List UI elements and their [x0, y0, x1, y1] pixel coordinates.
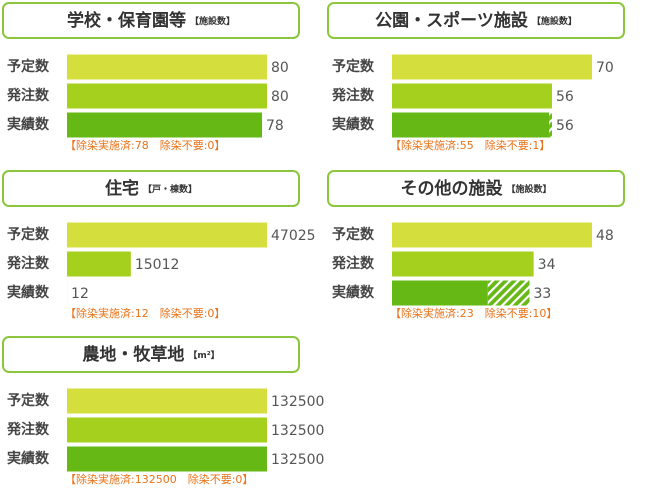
category-label: 発注数: [6, 421, 50, 438]
bar: [67, 83, 267, 109]
value-label: 80: [271, 89, 289, 105]
bar: [392, 83, 552, 109]
bar-segment: [392, 280, 488, 306]
unit-text: 【施設数】: [532, 15, 577, 27]
value-label: 56: [556, 89, 574, 105]
unit-text: 【施設数】: [190, 15, 235, 27]
title-box: [327, 2, 625, 39]
unit-text: 【戸・棟数】: [143, 183, 197, 195]
bar: [392, 54, 592, 80]
category-label: 実績数: [7, 450, 50, 467]
unit-text: 【m²】: [188, 350, 219, 361]
value-label: 80: [271, 60, 289, 76]
value-label: 12: [71, 286, 89, 302]
title-box: [2, 336, 300, 373]
bar: [392, 222, 592, 248]
title-box: [2, 170, 300, 207]
bar: [67, 222, 267, 248]
value-label: 56: [556, 118, 574, 134]
title-box: [2, 2, 300, 39]
bar: [67, 388, 267, 414]
value-label: 78: [266, 118, 284, 134]
bar: [67, 251, 131, 277]
value-label: 132500: [271, 452, 324, 468]
value-label: 132500: [271, 394, 324, 410]
category-label: 予定数: [7, 226, 50, 243]
title-text: 農地・牧草地: [82, 344, 184, 365]
bar-segment: [487, 280, 530, 306]
title-text: その他の施設: [400, 178, 503, 199]
category-label: 発注数: [6, 255, 50, 272]
category-label: 予定数: [7, 392, 50, 409]
panel-title: 農地・牧草地 【m²】: [82, 344, 219, 365]
value-label: 48: [596, 228, 614, 244]
bar-segment: [67, 446, 267, 472]
category-label: 発注数: [6, 87, 50, 104]
category-label: 予定数: [7, 58, 50, 75]
value-label: 47025: [271, 228, 316, 244]
category-label: 発注数: [331, 255, 375, 272]
category-label: 実績数: [332, 116, 375, 133]
panel-title: その他の施設 【施設数】: [400, 178, 551, 199]
note: 【除染実施済:23 除染不要:10】: [390, 306, 557, 320]
panel-title: 公園・スポーツ施設 【施設数】: [375, 10, 577, 31]
panel-title: 学校・保育園等 【施設数】: [67, 10, 235, 31]
category-label: 発注数: [331, 87, 375, 104]
bar-segment: [549, 112, 552, 138]
title-text: 住宅: [105, 178, 139, 199]
bar-segment: [392, 112, 550, 138]
title-text: 公園・スポーツ施設: [375, 10, 529, 31]
panel-title: 住宅 【戸・棟数】: [105, 178, 197, 199]
title-box: [327, 170, 625, 207]
note: 【除染実施済:132500 除染不要:0】: [65, 472, 253, 486]
title-text: 学校・保育園等: [67, 10, 186, 31]
bar: [392, 251, 534, 277]
bar: [67, 54, 267, 80]
bar-segment: [67, 112, 262, 138]
unit-text: 【施設数】: [506, 183, 551, 195]
note: 【除染実施済:12 除染不要:0】: [65, 306, 225, 320]
category-label: 予定数: [332, 226, 375, 243]
value-label: 15012: [135, 257, 180, 273]
value-label: 132500: [271, 423, 324, 439]
category-label: 実績数: [7, 284, 50, 301]
bar: [67, 417, 267, 443]
value-label: 34: [538, 257, 556, 273]
category-label: 予定数: [332, 58, 375, 75]
category-label: 実績数: [332, 284, 375, 301]
note: 【除染実施済:78 除染不要:0】: [65, 138, 225, 152]
value-label: 70: [596, 60, 614, 76]
note: 【除染実施済:55 除染不要:1】: [390, 138, 550, 152]
value-label: 33: [534, 286, 552, 302]
category-label: 実績数: [7, 116, 50, 133]
